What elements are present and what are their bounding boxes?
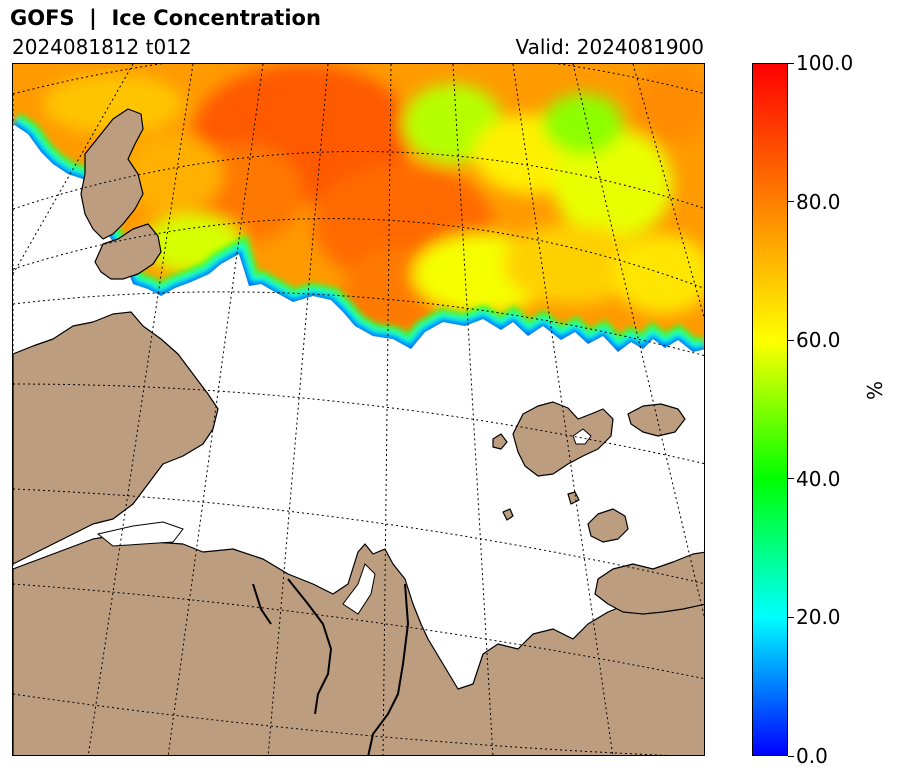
latitude-line bbox=[13, 218, 704, 289]
longitude-line bbox=[167, 64, 264, 755]
colorbar-tick bbox=[788, 339, 794, 341]
eastern-island-small bbox=[587, 508, 629, 543]
longitude-line bbox=[512, 64, 614, 755]
eastern-island-northeast bbox=[627, 403, 686, 437]
latitude-line bbox=[13, 64, 704, 95]
longitude-line bbox=[572, 64, 704, 618]
colorbar-tick-label: 40.0 bbox=[796, 466, 841, 491]
river-group bbox=[252, 578, 410, 755]
longitude-line bbox=[87, 64, 194, 755]
river-line bbox=[287, 578, 333, 715]
valid-time-label: Valid: 2024081900 bbox=[515, 35, 704, 59]
colorbar-gradient bbox=[752, 63, 788, 756]
longitude-line bbox=[452, 64, 494, 755]
eastern-island-large bbox=[512, 401, 614, 477]
upper-island-landmass bbox=[80, 108, 144, 240]
colorbar-tick-label: 60.0 bbox=[796, 328, 841, 353]
longitude-line bbox=[267, 64, 329, 755]
small-islet bbox=[492, 433, 508, 450]
forecast-run-label: 2024081812 t012 bbox=[12, 35, 192, 59]
small-islet bbox=[502, 508, 514, 521]
longitude-line bbox=[632, 64, 704, 319]
map-title: GOFS | Ice Concentration bbox=[10, 6, 321, 30]
colorbar-unit-label: % bbox=[863, 380, 887, 400]
mainland-landmass bbox=[13, 533, 704, 755]
colorbar-tick bbox=[788, 478, 794, 480]
inland-water-group bbox=[96, 428, 592, 615]
colorbar-tick bbox=[788, 755, 794, 757]
colorbar-tick bbox=[788, 616, 794, 618]
lower-island-landmass bbox=[94, 223, 162, 280]
colorbar-tick bbox=[788, 62, 794, 64]
colorbar-tick bbox=[788, 201, 794, 203]
latitude-line bbox=[13, 291, 704, 356]
colorbar-tick-label: 0.0 bbox=[796, 744, 828, 768]
eastern-coast-landmass bbox=[594, 551, 704, 615]
graticule-lines bbox=[13, 64, 704, 755]
lake-water bbox=[572, 428, 592, 445]
longitude-line bbox=[382, 64, 392, 755]
colorbar-tick-label: 100.0 bbox=[796, 51, 854, 75]
colorbar-tick-label: 80.0 bbox=[796, 189, 841, 214]
small-islet bbox=[567, 491, 580, 505]
bay-water bbox=[96, 521, 184, 547]
river-line bbox=[252, 583, 272, 625]
colorbar-tick-label: 20.0 bbox=[796, 605, 841, 630]
river-line bbox=[367, 583, 410, 755]
ice-concentration-map bbox=[13, 64, 704, 755]
western-peninsula-landmass bbox=[13, 311, 219, 565]
landmass-group bbox=[13, 108, 704, 755]
gulf-water bbox=[342, 563, 376, 615]
map-panel bbox=[12, 63, 705, 756]
longitude-line bbox=[13, 64, 134, 275]
